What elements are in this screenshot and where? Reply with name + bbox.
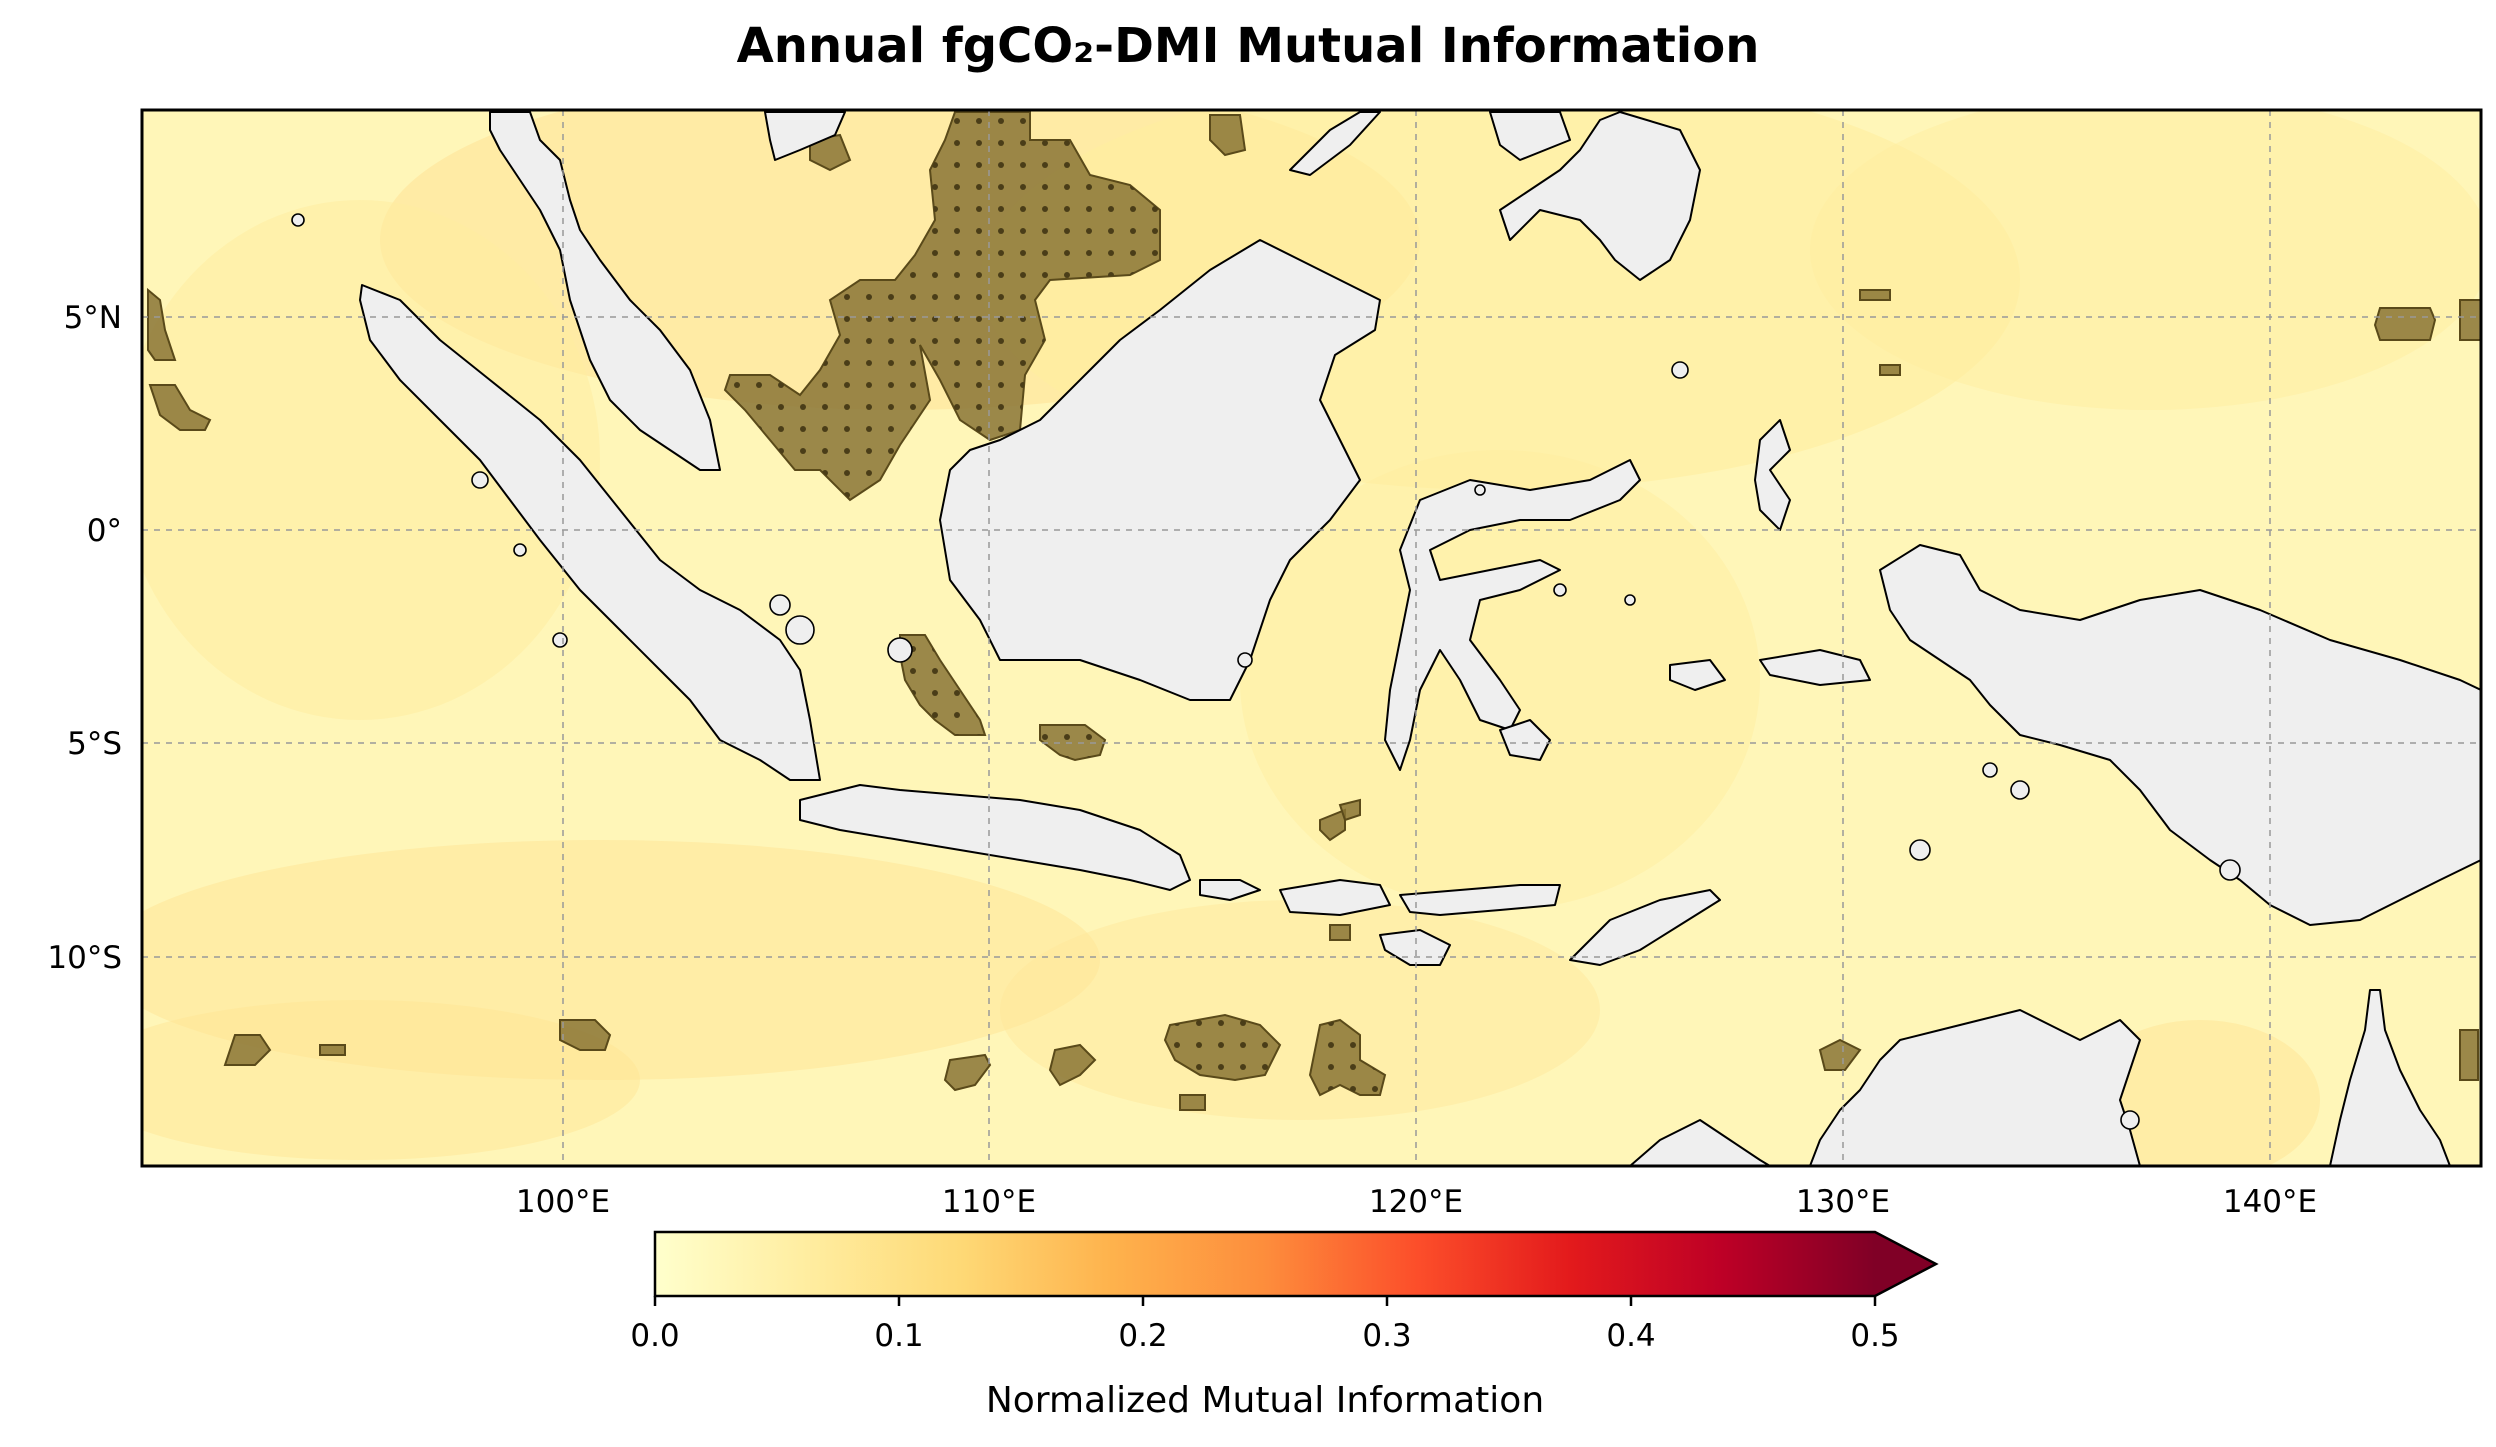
malay-peninsula-landmass (489, 111, 721, 471)
buru-landmass (1669, 659, 1726, 691)
borneo-landmass (939, 239, 1381, 701)
lon-tick-label: 100°E (516, 1184, 610, 1220)
colorbar-label: Normalized Mutual Information (986, 1380, 1544, 1421)
colorbar-tick-label: 0.1 (874, 1318, 923, 1354)
halmahera-landmass (1754, 419, 1791, 531)
cape-york-landmass (2329, 989, 2451, 1166)
significance-stippling (725, 112, 1385, 1095)
sulawesi-se-landmass (1499, 719, 1551, 761)
flores-landmass (1399, 884, 1561, 916)
lat-tick-label: 5°S (67, 726, 122, 762)
bali-lombok-landmass (1199, 879, 1261, 901)
mutual-information-field (142, 110, 2481, 1166)
lon-tick-label: 110°E (942, 1184, 1036, 1220)
mindanao-landmass (1499, 111, 1701, 281)
colorbar-tick-label: 0.0 (630, 1318, 679, 1354)
arnhem-landmass (1629, 1119, 1771, 1166)
colorbar-tick-label: 0.5 (1850, 1318, 1899, 1354)
lon-tick-label: 130°E (1796, 1184, 1890, 1220)
map-frame (140, 108, 2483, 1168)
australia-landmass (1809, 1009, 2141, 1166)
lon-tick-label: 120°E (1369, 1184, 1463, 1220)
sumatra-landmass (359, 284, 821, 781)
map-gridlines (142, 110, 2481, 1166)
colorbar-tick-label: 0.2 (1118, 1318, 1167, 1354)
colorbar-tick-label: 0.4 (1606, 1318, 1655, 1354)
indochina-landmass (764, 111, 846, 161)
timor-landmass (1569, 889, 1721, 966)
colorbar-gradient (655, 1232, 1875, 1296)
new-guinea-landmass (1879, 544, 2481, 926)
lat-tick-label: 5°N (64, 300, 122, 336)
lat-tick-label: 10°S (47, 940, 122, 976)
land-masses (359, 111, 2481, 1166)
sumbawa-landmass (1279, 879, 1391, 916)
visayas-landmass (1489, 111, 1571, 161)
palawan-landmass (1289, 111, 1381, 176)
small-islands (291, 213, 2241, 1130)
colorbar-tick-label: 0.3 (1362, 1318, 1411, 1354)
lat-tick-label: 0° (87, 513, 122, 549)
sumba-landmass (1379, 929, 1451, 966)
lon-tick-label: 140°E (2223, 1184, 2317, 1220)
colorbar: 0.0 0.1 0.2 0.3 0.4 0.5 Normalized Mutua… (630, 1230, 1939, 1421)
colorbar-extend-arrow (1875, 1232, 1936, 1296)
java-landmass (799, 784, 1191, 891)
sulawesi-landmass (1384, 459, 1641, 771)
map-title: Annual fgCO₂-DMI Mutual Information (736, 18, 1760, 74)
